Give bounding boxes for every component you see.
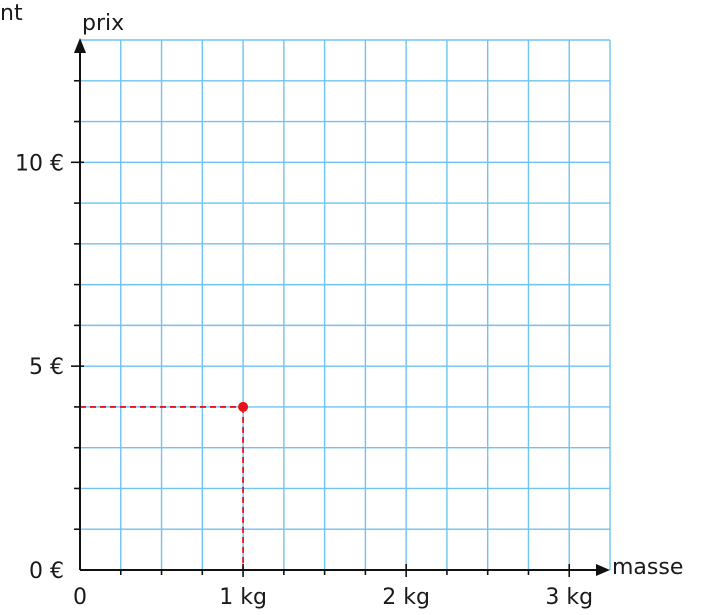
x-tick-label: 3 kg (545, 585, 593, 610)
x-tick-label: 0 (73, 585, 87, 610)
axis-ticks (71, 79, 571, 577)
x-tick-label: 2 kg (382, 585, 430, 610)
corner-text-fragment: nt (0, 1, 23, 26)
y-tick-label: 5 € (29, 355, 64, 380)
x-axis-arrow-icon (596, 564, 610, 576)
grid (80, 39, 611, 570)
x-tick-label: 1 kg (219, 585, 267, 610)
x-axis-label: masse (612, 555, 683, 580)
y-axis-arrow-icon (74, 38, 86, 53)
y-axis-label: prix (82, 11, 124, 36)
dashed-projections (80, 406, 244, 570)
axes (74, 38, 610, 576)
data-point (238, 401, 249, 412)
y-tick-label: 0 € (29, 559, 64, 584)
y-tick-label: 10 € (15, 151, 64, 176)
tick-labels: 0 1 kg 2 kg 3 kg 0 € 5 € 10 € (15, 151, 593, 610)
data-points (238, 401, 249, 412)
